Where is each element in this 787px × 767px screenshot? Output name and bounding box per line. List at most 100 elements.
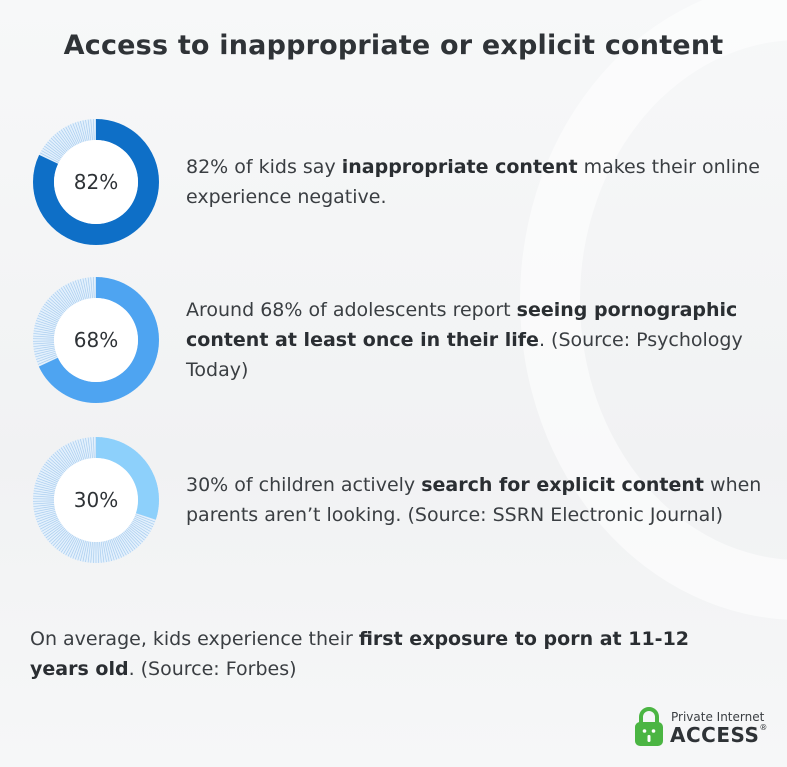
hatch-line	[40, 152, 59, 163]
hatch-line	[36, 354, 57, 363]
hatch-line	[54, 531, 69, 548]
brand-name-text: ACCESS	[670, 723, 760, 747]
hatch-line	[50, 529, 67, 545]
hatch-line	[128, 526, 145, 541]
hatch-line	[38, 472, 59, 483]
padlock-face-left-eye	[642, 729, 647, 733]
hatch-line	[85, 437, 90, 459]
hatch-line	[93, 541, 95, 563]
hatch-line	[87, 277, 92, 299]
hatch-line	[35, 512, 57, 520]
hatch-line	[125, 529, 142, 545]
hatch-line	[35, 352, 57, 360]
hatch-line	[104, 541, 110, 562]
hatch-line	[63, 445, 75, 465]
donut-value-slice	[33, 277, 159, 403]
hatch-line	[74, 122, 83, 143]
hatch-line	[112, 538, 122, 558]
hatch-line	[36, 514, 57, 523]
hatch-line	[34, 347, 55, 353]
emphasis-text: seeing pornographic content at least onc…	[186, 299, 738, 351]
hatch-line	[45, 525, 63, 539]
hatch-line	[87, 437, 92, 459]
hatch-line	[70, 442, 80, 462]
hatch-line	[45, 143, 63, 157]
donut-svg	[33, 277, 159, 403]
stat-description: 82% of kids say inappropriate content ma…	[186, 116, 766, 248]
hatch-line	[60, 534, 74, 553]
padlock-icon	[635, 707, 663, 746]
registered-mark: ®	[759, 723, 768, 732]
hatch-line	[34, 487, 55, 493]
hatch-line	[126, 527, 144, 543]
hatch-line	[33, 333, 55, 336]
hatch-line	[40, 519, 59, 530]
hatch-line	[82, 120, 88, 141]
hatch-line	[48, 457, 66, 473]
brand-name: ACCESS®	[670, 723, 768, 747]
hatch-line	[117, 535, 129, 555]
hatch-line	[35, 320, 57, 328]
hatch-line	[115, 536, 127, 556]
hatch-line	[63, 285, 75, 305]
hatch-line	[58, 130, 72, 149]
body-text: . (Source: Psychology Today)	[186, 329, 743, 381]
hatch-line	[44, 523, 62, 537]
page-title: Access to inappropriate or explicit cont…	[63, 30, 724, 61]
hatch-line	[74, 280, 83, 301]
hatch-line	[34, 325, 56, 331]
hatch-line	[93, 437, 95, 459]
stat-row: 68% Around 68% of adolescents report see…	[30, 274, 760, 406]
hatch-line	[36, 477, 57, 486]
hatch-line	[70, 282, 80, 302]
hatch-line	[33, 490, 55, 495]
hatch-line	[54, 452, 69, 469]
hatch-line	[134, 515, 155, 525]
padlock-face-right-eye	[651, 729, 656, 733]
donut-svg	[33, 119, 159, 245]
hatch-line	[33, 335, 55, 338]
hatch-line	[99, 541, 102, 563]
hatch-line	[85, 541, 90, 563]
hatch-line	[60, 129, 74, 148]
hatch-line	[70, 538, 80, 558]
hatch-line	[65, 126, 77, 146]
footer-note: On average, kids experience their first …	[30, 624, 730, 684]
hatch-line	[35, 322, 56, 330]
hatch-line	[65, 536, 77, 556]
hatch-line	[90, 119, 93, 141]
hatch-line	[52, 293, 68, 310]
hatch-line	[120, 533, 134, 552]
hatch-line	[82, 438, 88, 459]
hatch-line	[82, 541, 88, 562]
hatch-line	[33, 345, 55, 350]
padlock-keyhole	[647, 735, 651, 742]
hatch-line	[52, 453, 68, 470]
hatch-line	[72, 123, 81, 144]
body-text: . (Source: Forbes)	[128, 658, 297, 680]
hatch-line	[41, 150, 60, 162]
hatch-line	[34, 485, 56, 491]
hatch-line	[33, 342, 55, 345]
donut-value-slice	[33, 437, 159, 563]
hatch-line	[131, 522, 150, 535]
stat-text-paragraph: 82% of kids say inappropriate content ma…	[186, 152, 766, 212]
hatch-line	[79, 438, 86, 460]
hatch-line	[47, 459, 64, 474]
hatch-line	[42, 522, 61, 535]
hatch-line	[97, 541, 99, 563]
hatch-line	[37, 315, 58, 325]
hatch-line	[56, 450, 71, 468]
donut-hole	[54, 458, 138, 542]
hatch-line	[45, 461, 63, 475]
hatch-line	[130, 523, 148, 537]
padlock-body	[635, 722, 663, 746]
hatch-line	[42, 147, 61, 160]
hatch-line	[58, 533, 72, 552]
donut-hole	[54, 140, 138, 224]
hatch-line	[38, 517, 59, 528]
hatch-line	[135, 514, 156, 523]
hatch-line	[77, 121, 85, 142]
stat-row: 82% 82% of kids say inappropriate conten…	[30, 116, 760, 248]
hatch-line	[70, 124, 80, 144]
